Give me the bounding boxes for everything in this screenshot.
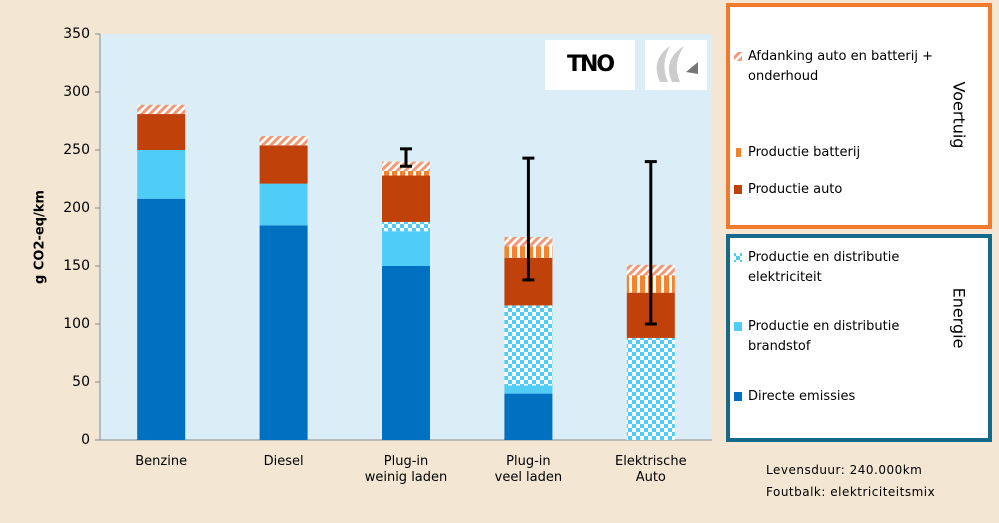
- x-tick-label: Benzine: [135, 454, 188, 469]
- legend-label: Productie batterij: [748, 145, 861, 160]
- legend-label: Productie en distributie brandstof: [748, 319, 900, 354]
- y-tick-label: 350: [63, 26, 90, 42]
- y-tick-label: 100: [63, 316, 90, 332]
- legend-box: [726, 234, 992, 442]
- bar-segment: [137, 114, 186, 150]
- bar-segment: [382, 266, 430, 440]
- bar-segment: [382, 170, 430, 176]
- bar-segment: [137, 198, 186, 440]
- bar-segment: [259, 183, 308, 226]
- bar-segment: [137, 150, 186, 199]
- bar-segment: [504, 305, 553, 386]
- y-tick-label: 200: [63, 200, 90, 216]
- bar-segment: [382, 231, 430, 266]
- logo-text: TNO: [567, 52, 614, 77]
- note: Levensduur: 240.000km: [766, 463, 923, 477]
- x-tick-label: Diesel: [263, 454, 304, 469]
- bar-segment: [382, 175, 430, 222]
- legend-swatch: [734, 185, 742, 194]
- note: Foutbalk: elektriciteitsmix: [766, 485, 936, 499]
- bar-segment: [259, 136, 308, 146]
- bar-segment: [259, 225, 308, 440]
- logo-icon: [656, 46, 684, 82]
- legend-box: [726, 3, 992, 229]
- legend-swatch: [734, 392, 742, 401]
- legend-swatch: [734, 52, 742, 61]
- x-tick-label: Plug-in veel laden: [494, 454, 563, 485]
- bar-segment: [137, 104, 186, 115]
- bar-segment: [504, 385, 553, 394]
- logo-icon: [686, 62, 698, 74]
- y-tick-label: 300: [63, 84, 90, 100]
- x-tick-label: Plug-in weinig laden: [364, 454, 448, 485]
- x-tick-label: Elektrische Auto: [615, 454, 687, 485]
- y-axis-label: g CO2-eq/km: [33, 190, 48, 284]
- y-tick-label: 150: [63, 258, 90, 274]
- legend-label: Directe emissies: [748, 389, 856, 404]
- y-tick-label: 50: [72, 374, 90, 390]
- y-tick-label: 250: [63, 142, 90, 158]
- y-tick-label: 0: [81, 432, 90, 448]
- legend-swatch: [734, 253, 742, 262]
- group-label: Energie: [950, 288, 969, 349]
- legend-swatch: [734, 322, 742, 331]
- legend-label: Afdanking auto en batterij + onderhoud: [748, 49, 933, 84]
- bar-segment: [382, 221, 430, 232]
- bar-segment: [259, 145, 308, 184]
- bar-segment: [504, 393, 553, 440]
- group-label: Voertuig: [950, 82, 969, 149]
- legend-label: Productie en distributie elektriciteit: [748, 250, 900, 285]
- legend-swatch: [734, 148, 742, 157]
- logo-box: [545, 40, 635, 90]
- bar-segment: [626, 337, 675, 440]
- legend-label: Productie auto: [748, 182, 843, 197]
